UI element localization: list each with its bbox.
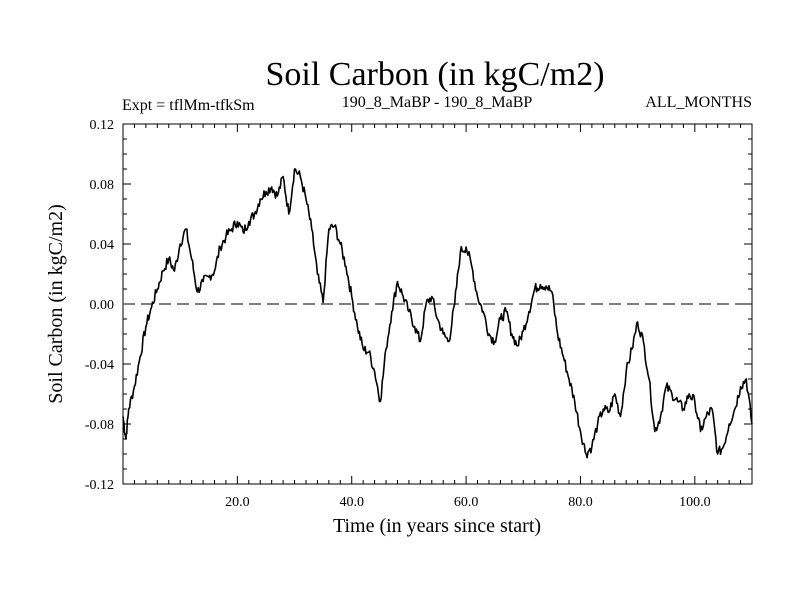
x-tick-label: 80.0 xyxy=(568,495,593,510)
y-tick-label: 0.08 xyxy=(90,178,115,193)
y-tick-label: 0.04 xyxy=(90,238,115,253)
comparison-label: 190_8_MaBP - 190_8_MaBP xyxy=(342,94,533,111)
y-tick-label: -0.12 xyxy=(85,478,114,493)
x-tick-label: 100.0 xyxy=(679,495,711,510)
x-tick-label: 40.0 xyxy=(339,495,364,510)
y-axis-label: Soil Carbon (in kgC/m2) xyxy=(45,204,67,403)
y-tick-label: -0.04 xyxy=(85,358,114,373)
experiment-label: Expt = tflMm-tfkSm xyxy=(122,97,255,114)
y-tick-label: 0.12 xyxy=(90,118,115,133)
chart-title: Soil Carbon (in kgC/m2) xyxy=(265,56,604,93)
soil-carbon-series-line xyxy=(122,168,753,459)
y-tick-label: 0.00 xyxy=(90,298,115,313)
x-tick-label: 20.0 xyxy=(225,495,250,510)
x-axis: 20.0 40.0 60.0 80.0 100.0 xyxy=(133,124,742,510)
months-label: ALL_MONTHS xyxy=(645,94,752,111)
x-tick-label: 60.0 xyxy=(454,495,479,510)
y-tick-label: -0.08 xyxy=(85,418,114,433)
x-axis-label: Time (in years since start) xyxy=(333,515,541,537)
y-axis: -0.12 -0.08 -0.04 0.00 0.04 0.08 0.12 xyxy=(85,118,752,493)
